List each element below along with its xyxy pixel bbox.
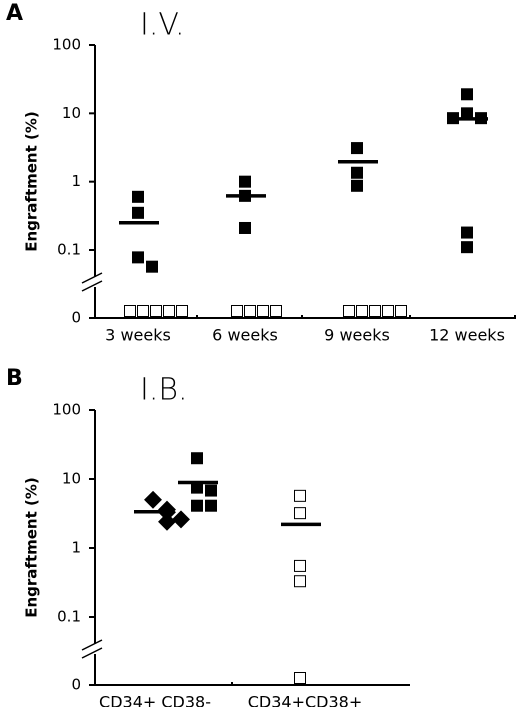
data-point [461, 88, 473, 101]
x-tick-label: 6 weeks [212, 326, 278, 345]
data-point [461, 241, 473, 254]
data-point [239, 221, 251, 234]
data-point [294, 507, 306, 520]
data-point [294, 559, 306, 572]
data-point [244, 305, 256, 317]
chart-title: I.B. [140, 373, 188, 408]
data-point [294, 672, 306, 684]
data-point [270, 305, 282, 317]
data-point [294, 489, 306, 502]
data-point [369, 305, 381, 317]
data-point [356, 305, 368, 317]
axis-break-gap [92, 277, 98, 287]
chart-title: I.V. [140, 8, 185, 43]
data-point [257, 305, 269, 317]
data-point [132, 251, 144, 264]
data-point [191, 499, 203, 512]
data-point [231, 305, 243, 317]
data-point [150, 305, 162, 317]
y-axis-label: Engraftment (%) [23, 477, 41, 618]
y-tick-label: 100 [52, 401, 81, 419]
data-point [382, 305, 394, 317]
x-tick-label: 9 weeks [324, 326, 390, 345]
data-point [351, 166, 363, 179]
y-tick-label: 100 [52, 36, 81, 54]
y-tick-label: 1 [71, 539, 81, 557]
data-point [176, 305, 188, 317]
y-axis-label: Engraftment (%) [23, 111, 41, 252]
data-point [124, 305, 136, 317]
y-tick-label: 0 [71, 309, 81, 327]
data-point [343, 305, 355, 317]
data-point [351, 142, 363, 155]
axis-break-gap [92, 644, 98, 654]
data-point [191, 452, 203, 465]
axis-break [81, 639, 103, 651]
y-tick-label: 10 [62, 104, 81, 122]
data-point [239, 175, 251, 188]
panel-letter: B [6, 366, 23, 391]
data-point [461, 226, 473, 239]
data-point [132, 190, 144, 203]
x-tick-label: CD34+CD38+ [248, 693, 363, 707]
data-point [163, 305, 175, 317]
data-point [132, 206, 144, 219]
data-point [351, 179, 363, 192]
data-point [205, 484, 217, 497]
axis-break [81, 647, 103, 659]
data-point [205, 499, 217, 512]
data-point [172, 510, 190, 529]
y-tick-label: 0.1 [57, 241, 81, 259]
data-point [395, 305, 407, 317]
panel-letter: A [6, 1, 23, 26]
axis-break [81, 280, 103, 292]
data-point [294, 575, 306, 588]
x-tick-label: 3 weeks [105, 326, 171, 345]
data-point [158, 512, 176, 531]
x-tick-label: CD34+ CD38- [99, 693, 211, 707]
x-tick-label: 12 weeks [429, 326, 505, 345]
data-point [146, 260, 158, 273]
y-tick-label: 10 [62, 470, 81, 488]
y-tick-label: 0 [71, 676, 81, 694]
y-tick-label: 0.1 [57, 608, 81, 626]
y-tick-label: 1 [71, 172, 81, 190]
data-point [144, 490, 162, 509]
axis-break [81, 272, 103, 284]
data-point [137, 305, 149, 317]
